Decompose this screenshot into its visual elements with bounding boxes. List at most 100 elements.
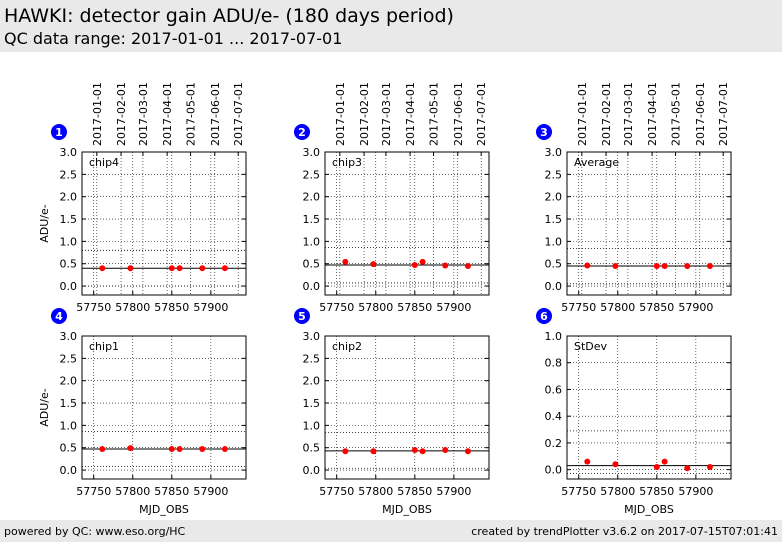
y-tick-label: 0.6	[545, 383, 563, 396]
series-label: chip1	[89, 340, 119, 353]
y-tick-label: 2.5	[60, 168, 78, 181]
chart-panel-4: 0.0 0.5 1.0 1.5 2.0 2.5 3.0 57750 57800 57850 5790…	[38, 308, 247, 516]
y-tick-label: 0.0	[303, 280, 321, 293]
date-tick-label: 2017-02-01	[115, 82, 128, 146]
data-point	[221, 265, 228, 272]
plot-frame	[324, 335, 490, 480]
date-tick-label: 2017-07-01	[475, 82, 488, 146]
y-tick-label: 1.0	[545, 330, 563, 343]
data-point	[612, 262, 619, 269]
footer-credit: powered by QC: www.eso.org/HC	[4, 525, 186, 538]
y-tick-label: 1.5	[60, 213, 78, 226]
data-point	[464, 448, 471, 455]
x-tick-label: 57750	[76, 485, 111, 498]
y-tick-label: 1.0	[545, 235, 563, 248]
footer-bar: powered by QC: www.eso.org/HC created by…	[0, 520, 782, 542]
data-point	[221, 446, 228, 453]
y-tick-label: 1.5	[60, 397, 78, 410]
x-tick-label: 57800	[115, 485, 150, 498]
data-point	[419, 448, 426, 455]
y-tick-label: 0.4	[545, 410, 563, 423]
y-tick-label: 1.0	[303, 419, 321, 432]
date-tick-label: 2017-03-01	[137, 82, 150, 146]
x-tick-label: 57850	[397, 301, 432, 314]
y-tick-label: 0.5	[60, 442, 78, 455]
plot-frame	[566, 335, 732, 480]
date-tick-label: 2017-02-01	[600, 82, 613, 146]
y-tick-label: 3.0	[60, 330, 78, 343]
y-tick-label: 1.5	[545, 213, 563, 226]
x-tick-label: 57900	[678, 485, 713, 498]
y-tick-label: 3.0	[303, 330, 321, 343]
y-axis-label: ADU/e-	[38, 204, 51, 243]
date-tick-label: 2017-01-01	[334, 82, 347, 146]
date-tick-label: 2017-07-01	[717, 82, 730, 146]
x-tick-label: 57750	[561, 301, 596, 314]
data-point	[199, 265, 206, 272]
x-tick-label: 57800	[600, 485, 635, 498]
plot-area	[325, 152, 489, 295]
y-tick-label: 3.0	[303, 146, 321, 159]
data-point	[419, 258, 426, 265]
date-tick-label: 2017-01-01	[91, 82, 104, 146]
panel-number: 5	[298, 310, 306, 323]
data-point	[168, 446, 175, 453]
y-tick-label: 2.0	[545, 191, 563, 204]
x-tick-label: 57850	[639, 301, 674, 314]
chart-panel-1: 0.0 0.5 1.0 1.5 2.0 2.5 3.0 57750 57800 57850 5790…	[38, 82, 247, 314]
y-tick-label: 1.5	[303, 213, 321, 226]
y-tick-label: 0.0	[545, 464, 563, 477]
data-point	[684, 465, 691, 472]
y-tick-label: 0.5	[303, 258, 321, 271]
date-tick-label: 2017-07-01	[232, 82, 245, 146]
data-point	[464, 262, 471, 269]
y-tick-label: 2.5	[303, 168, 321, 181]
y-tick-label: 0.8	[545, 357, 563, 370]
date-tick-label: 2017-04-01	[646, 82, 659, 146]
plot-frame	[324, 151, 490, 296]
x-tick-label: 57850	[639, 485, 674, 498]
date-tick-label: 2017-06-01	[209, 82, 222, 146]
x-tick-label: 57800	[600, 301, 635, 314]
x-tick-label: 57900	[193, 485, 228, 498]
y-tick-label: 0.0	[60, 464, 78, 477]
data-point	[99, 265, 106, 272]
series-label: chip3	[332, 156, 362, 169]
data-point	[411, 446, 418, 453]
data-point	[684, 262, 691, 269]
x-tick-label: 57850	[154, 485, 189, 498]
data-point	[612, 461, 619, 468]
data-point	[168, 265, 175, 272]
y-tick-label: 3.0	[60, 146, 78, 159]
y-tick-label: 1.0	[60, 419, 78, 432]
y-tick-label: 0.2	[545, 437, 563, 450]
chart-panel-6: 0.0 0.2 0.4 0.6 0.8 1.0 57750 57800 57850 57900 St…	[536, 308, 732, 516]
plot-area	[567, 152, 731, 295]
x-axis-label: MJD_OBS	[139, 503, 189, 516]
y-tick-label: 2.5	[303, 352, 321, 365]
x-tick-label: 57850	[154, 301, 189, 314]
y-tick-label: 2.5	[545, 168, 563, 181]
data-point	[370, 261, 377, 268]
data-point	[342, 258, 349, 265]
plot-area	[82, 152, 246, 295]
x-tick-label: 57750	[561, 485, 596, 498]
y-tick-label: 2.0	[303, 375, 321, 388]
plot-frame	[81, 335, 247, 480]
x-tick-label: 57750	[319, 485, 354, 498]
data-point	[661, 458, 668, 465]
date-tick-label: 2017-05-01	[670, 82, 683, 146]
data-point	[99, 446, 106, 453]
plot-frame	[81, 151, 247, 296]
x-tick-label: 57800	[358, 301, 393, 314]
x-tick-label: 57850	[397, 485, 432, 498]
y-tick-label: 0.5	[303, 442, 321, 455]
chart-panel-5: 0.0 0.5 1.0 1.5 2.0 2.5 3.0 57750 57800 57850 5790…	[294, 308, 490, 516]
y-tick-label: 2.0	[303, 191, 321, 204]
date-tick-label: 2017-03-01	[380, 82, 393, 146]
x-tick-label: 57900	[436, 485, 471, 498]
date-tick-label: 2017-04-01	[404, 82, 417, 146]
date-tick-label: 2017-05-01	[428, 82, 441, 146]
panel-number: 2	[298, 126, 306, 139]
